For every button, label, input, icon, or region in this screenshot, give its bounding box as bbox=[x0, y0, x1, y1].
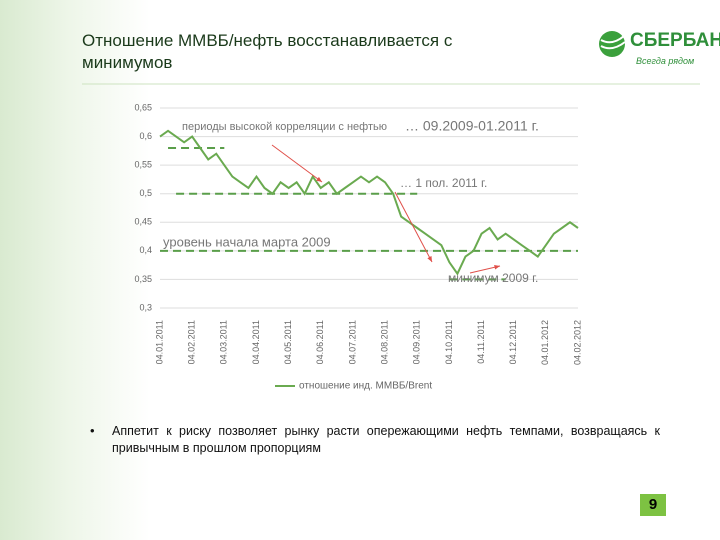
x-tick-label: 04.12.2011 bbox=[508, 320, 518, 364]
x-tick-label: 04.01.2012 bbox=[540, 320, 550, 365]
slogan: Всегда рядом bbox=[636, 56, 695, 66]
bullet-text: Аппетит к риску позволяет рынку расти оп… bbox=[112, 424, 660, 455]
y-tick-label: 0,3 bbox=[139, 302, 152, 312]
x-tick-label: 04.01.2011 bbox=[154, 320, 164, 364]
annotation: … 09.2009-01.2011 г. bbox=[405, 118, 539, 134]
x-tick-label: 04.04.2011 bbox=[251, 320, 261, 364]
logo-icon bbox=[599, 31, 626, 57]
x-tick-label: 04.05.2011 bbox=[283, 320, 293, 364]
arrow bbox=[271, 144, 323, 183]
arrow-head bbox=[494, 264, 500, 270]
x-tick-label: 04.02.2011 bbox=[187, 320, 197, 364]
logo: СБЕРБАНК bbox=[630, 30, 720, 51]
page-number: 9 bbox=[640, 494, 666, 516]
annotation: … 1 пол. 2011 г. bbox=[400, 176, 487, 190]
x-tick-label: 04.07.2011 bbox=[347, 320, 357, 364]
arrow bbox=[394, 191, 433, 263]
y-tick-label: 0,45 bbox=[134, 217, 152, 227]
arrow-head bbox=[316, 176, 322, 182]
annotation: периоды высокой корреляции с нефтью bbox=[182, 121, 387, 133]
y-tick-label: 0,55 bbox=[134, 160, 152, 170]
y-tick-label: 0,6 bbox=[139, 131, 152, 141]
x-tick-label: 04.11.2011 bbox=[476, 320, 486, 364]
x-tick-label: 04.03.2011 bbox=[219, 320, 229, 364]
y-tick-label: 0,5 bbox=[139, 188, 152, 198]
annotation: минимум 2009 г. bbox=[448, 271, 538, 285]
x-tick-label: 04.02.2012 bbox=[572, 320, 582, 365]
chart: 0,3 0,35 0,4 0,45 0,5 0,55 0,6 0,65 04.01.2011 04… bbox=[82, 31, 700, 392]
y-tick-label: 0,65 bbox=[134, 102, 152, 112]
legend-label: отношение инд. ММВБ/Brent bbox=[299, 381, 432, 392]
slide-title: Отношение ММВБ/нефть восстанавливается с… bbox=[82, 31, 453, 72]
data-line bbox=[159, 129, 579, 276]
x-tick-label: 04.09.2011 bbox=[412, 320, 422, 364]
y-tick-label: 0,4 bbox=[139, 245, 152, 255]
y-tick-label: 0,35 bbox=[134, 274, 152, 284]
bullet-marker: • bbox=[90, 423, 95, 438]
x-tick-label: 04.06.2011 bbox=[315, 320, 325, 364]
x-tick-label: 04.10.2011 bbox=[444, 320, 454, 364]
arrow-head bbox=[427, 256, 432, 262]
x-tick-label: 04.08.2011 bbox=[379, 320, 389, 364]
annotation: уровень начала марта 2009 bbox=[163, 234, 331, 249]
